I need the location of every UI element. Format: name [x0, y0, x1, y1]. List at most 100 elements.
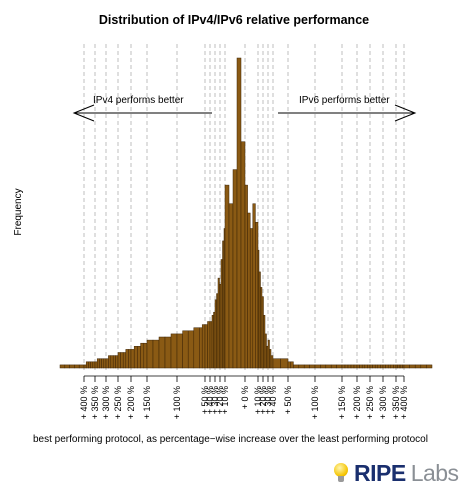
- histogram-bar: [64, 364, 70, 369]
- histogram-bar: [353, 364, 358, 369]
- lightbulb-glass: [334, 463, 348, 477]
- histogram-bar: [303, 364, 310, 369]
- histogram-bar: [152, 339, 160, 369]
- histogram-bar: [350, 364, 355, 369]
- histogram-bar: [382, 364, 386, 369]
- histogram-bar: [103, 358, 107, 369]
- tick-label: + 300 %: [101, 386, 111, 419]
- histogram-bar: [209, 321, 213, 369]
- histogram-bar: [390, 364, 394, 369]
- histogram-bar: [146, 339, 154, 369]
- tick-label: + 350 %: [391, 386, 401, 419]
- tick-label: + 30 %: [210, 386, 220, 414]
- histogram-bar: [122, 352, 127, 369]
- histogram-bar: [199, 327, 203, 369]
- histogram-bar: [88, 361, 91, 369]
- tick-label: + 200 %: [352, 386, 362, 419]
- histogram-bar: [385, 364, 389, 369]
- tick-label: + 50 %: [283, 386, 293, 414]
- histogram-bar: [364, 364, 368, 369]
- ipv4-annotation-text: IPv4 performs better: [93, 95, 184, 106]
- histogram-bar: [369, 364, 373, 369]
- histogram-bar: [137, 346, 141, 369]
- histogram-bar: [201, 324, 206, 369]
- chart-title: Distribution of IPv4/IPv6 relative perfo…: [99, 13, 369, 27]
- histogram-bar: [85, 361, 89, 369]
- ipv6-arrow-head: [394, 104, 417, 122]
- tick-label: + 40 %: [205, 386, 215, 414]
- histogram-bar: [377, 364, 381, 369]
- histogram-bar: [92, 361, 96, 369]
- histogram-bar: [74, 364, 80, 369]
- tick-label: + 10 %: [253, 386, 263, 414]
- histogram-bar: [244, 184, 248, 369]
- histogram-bar: [228, 203, 234, 369]
- lightbulb-base: [338, 476, 344, 482]
- histogram-bar: [115, 355, 119, 369]
- histogram-bar: [125, 349, 129, 369]
- histogram-bar: [182, 330, 189, 369]
- histogram-bar: [367, 364, 371, 369]
- logo-band: [0, 448, 468, 494]
- histogram-bar: [247, 212, 251, 369]
- histogram-bar: [252, 203, 256, 369]
- tick-label: + 250 %: [113, 386, 123, 419]
- histogram-bar: [414, 364, 422, 369]
- tick-label: + 250 %: [365, 386, 375, 419]
- histogram-bar: [380, 364, 384, 369]
- histogram-bar: [59, 364, 66, 369]
- histogram-bar: [270, 355, 274, 369]
- lightbulb-icon: [334, 463, 348, 483]
- histogram-bar: [361, 364, 366, 369]
- histogram-bar: [140, 342, 145, 369]
- ipv6-annotation: IPv6 performs better: [278, 95, 417, 122]
- histogram-bar: [117, 352, 121, 369]
- tick-label: + 10 %: [220, 386, 230, 414]
- histogram-bar: [403, 364, 410, 369]
- vertical-gridlines: [83, 44, 405, 372]
- x-axis-ticks: + 400 % + 350 % + 300 % + 250 % + 200 % + 150…: [79, 376, 409, 419]
- histogram-bar: [207, 321, 211, 369]
- x-axis-label: best performing protocol, as percentage−…: [33, 434, 428, 445]
- histogram-bar: [94, 361, 98, 369]
- histogram-bar: [193, 327, 200, 369]
- histogram-bar: [112, 355, 116, 369]
- histogram-bar: [90, 361, 94, 369]
- logo-wordmark: RIPE Labs: [354, 460, 459, 487]
- tick-label: + 150 %: [142, 386, 152, 419]
- histogram-bar: [347, 364, 352, 369]
- tick-label: + 100 %: [310, 386, 320, 419]
- histogram-bar: [187, 330, 195, 369]
- histogram-bar: [240, 141, 246, 369]
- histogram-bar: [409, 364, 416, 369]
- histogram-bar: [356, 364, 360, 369]
- logo-ripe-text: RIPE: [354, 459, 406, 486]
- histogram-bars: [59, 57, 433, 369]
- histogram-bar: [224, 184, 230, 369]
- histogram-bar: [110, 355, 114, 369]
- tick-label: + 100 %: [172, 386, 182, 419]
- histogram-bar: [120, 352, 124, 369]
- histogram-bar: [341, 364, 346, 369]
- histogram-bar: [374, 364, 379, 369]
- histogram-bar: [372, 364, 376, 369]
- tick-label: + 400 %: [399, 386, 409, 419]
- histogram-bar: [236, 57, 242, 369]
- histogram-bar: [176, 333, 183, 369]
- ipv4-annotation: IPv4 performs better: [72, 95, 212, 122]
- histogram-bar: [133, 346, 138, 369]
- histogram-bar: [69, 364, 75, 369]
- tick-label: + 350 %: [90, 386, 100, 419]
- ipv6-annotation-text: IPv6 performs better: [299, 95, 390, 106]
- tick-label: + 30 %: [263, 386, 273, 414]
- tick-label: + 0 %: [240, 386, 250, 409]
- histogram-bar: [105, 358, 109, 369]
- histogram-bar: [143, 342, 148, 369]
- tick-label: + 20 %: [258, 386, 268, 414]
- histogram-bar: [344, 364, 349, 369]
- histogram-bar: [330, 364, 337, 369]
- histogram-bar: [420, 364, 427, 369]
- histogram-bar: [336, 364, 343, 369]
- histogram-bar: [314, 364, 321, 369]
